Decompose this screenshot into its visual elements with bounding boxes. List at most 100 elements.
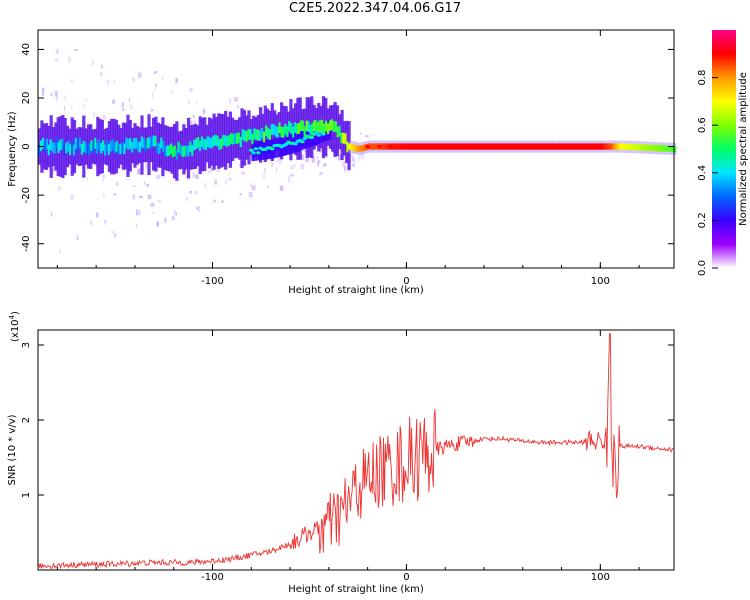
ridge-core-segment — [251, 133, 254, 145]
noise-speckle — [207, 170, 211, 174]
secondary-ridge-halo — [311, 126, 315, 146]
noise-speckle — [154, 83, 157, 88]
secondary-ridge-point — [309, 135, 314, 139]
ridge-peak-point — [423, 145, 429, 149]
ridge-core-segment — [654, 145, 657, 152]
ridge-core-segment — [396, 143, 399, 150]
ridge-core-segment — [569, 143, 572, 150]
secondary-ridge-halo — [276, 137, 281, 158]
ridge-core-segment — [340, 132, 343, 144]
noise-speckle — [158, 200, 161, 203]
ridge-core-segment — [272, 124, 275, 135]
ridge-core-segment — [641, 144, 644, 151]
ridge-core-segment — [466, 143, 469, 150]
noise-speckle — [277, 155, 280, 160]
noise-speckle — [113, 193, 117, 196]
ridge-core-segment — [602, 143, 605, 150]
noise-speckle — [112, 99, 116, 104]
ridge-core-segment — [476, 143, 479, 150]
noise-speckle — [357, 157, 360, 162]
ridge-core-segment — [538, 143, 541, 150]
ridge-core-segment — [604, 143, 607, 150]
noise-speckle — [147, 194, 150, 200]
ridge-core-segment — [286, 126, 289, 137]
ridge-core-segment — [247, 129, 250, 140]
noise-speckle — [91, 60, 94, 65]
ridge-core-segment — [524, 143, 527, 150]
ridge-core-segment — [350, 143, 353, 151]
ridge-core-segment — [625, 143, 628, 150]
noise-speckle — [111, 231, 115, 234]
ridge-core-segment — [131, 141, 134, 153]
x-tick-label: 100 — [591, 276, 610, 287]
ridge-core-segment — [121, 141, 124, 153]
ridge-core-segment — [142, 137, 145, 149]
ridge-core-segment — [204, 139, 207, 150]
ridge-peak-point — [376, 145, 382, 149]
noise-speckle — [102, 174, 105, 178]
snr-scale-exponent: 4 — [8, 314, 16, 319]
noise-speckle — [188, 100, 190, 104]
noise-speckle — [41, 87, 45, 93]
ridge-core-segment — [536, 143, 539, 150]
noise-speckle — [149, 194, 152, 200]
ridge-core-segment — [39, 140, 43, 152]
ridge-core-segment — [489, 143, 492, 150]
x-tick-label: 0 — [403, 276, 409, 287]
snr-plot-area — [38, 330, 674, 570]
ridge-core-segment — [336, 126, 339, 138]
noise-speckle — [100, 72, 103, 77]
ridge-peak-point — [516, 145, 522, 149]
ridge-core-segment — [445, 143, 448, 150]
ridge-core-segment — [102, 140, 105, 151]
ridge-core-segment — [109, 140, 112, 152]
noise-speckle — [74, 48, 79, 51]
ridge-core-segment — [189, 141, 192, 153]
noise-speckle — [114, 233, 117, 238]
noise-speckle — [152, 92, 154, 99]
noise-speckle — [104, 219, 107, 224]
ridge-core-segment — [462, 143, 465, 150]
ridge-core-segment — [195, 138, 198, 149]
ridge-core-segment — [633, 144, 636, 151]
ridge-core-segment — [579, 143, 582, 150]
ridge-core-segment — [392, 143, 395, 150]
ridge-peak-point — [400, 145, 405, 149]
ridge-core-segment — [584, 143, 587, 150]
noise-speckle — [116, 182, 119, 186]
noise-speckle — [129, 104, 133, 110]
noise-speckle — [352, 158, 356, 164]
noise-speckle — [152, 212, 155, 215]
colorbar-tick-label: 0.2 — [697, 212, 708, 228]
noise-speckle — [192, 114, 195, 118]
noise-speckle — [293, 164, 296, 168]
ridge-core-segment — [292, 126, 295, 138]
ridge-core-segment — [487, 143, 491, 150]
y-tick-label: -40 — [21, 236, 32, 252]
ridge-core-segment — [136, 141, 140, 152]
noise-speckle — [192, 120, 197, 126]
noise-speckle — [55, 48, 59, 54]
ridge-core-segment — [348, 143, 351, 150]
ridge-core-segment — [282, 126, 285, 138]
ridge-core-segment — [361, 144, 364, 152]
ridge-core-segment — [668, 145, 671, 152]
ridge-core-segment — [317, 121, 320, 133]
ridge-core-segment — [439, 143, 442, 150]
ridge-core-segment — [299, 120, 302, 132]
y-tick-label: -20 — [21, 187, 32, 203]
ridge-core-segment — [549, 143, 553, 150]
spectrogram-frame — [37, 29, 675, 269]
noise-speckle — [56, 95, 58, 102]
ridge-core-segment — [644, 144, 648, 151]
ridge-core-segment — [175, 149, 178, 160]
ridge-core-segment — [573, 143, 576, 150]
noise-speckle — [135, 223, 138, 228]
ridge-core-segment — [346, 141, 349, 153]
ridge-core-segment — [383, 143, 386, 150]
ridge-core-segment — [216, 135, 219, 147]
ridge-core-segment — [69, 144, 72, 156]
ridge-core-segment — [615, 143, 618, 150]
ridge-core-segment — [637, 144, 640, 151]
ridge-core-segment — [206, 136, 209, 147]
